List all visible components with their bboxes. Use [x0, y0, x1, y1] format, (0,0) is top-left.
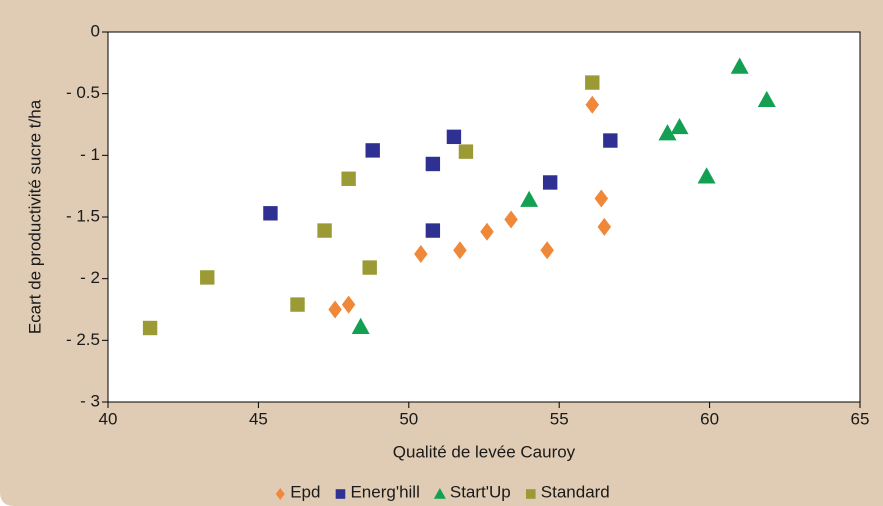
point — [317, 223, 332, 238]
legend-label: Standard — [541, 482, 610, 501]
legend-label: Start'Up — [450, 482, 511, 501]
point — [670, 117, 689, 135]
point — [328, 300, 342, 319]
point — [520, 190, 539, 207]
point — [658, 124, 677, 141]
x-tick-label: 45 — [249, 409, 268, 428]
point — [504, 210, 518, 229]
point — [341, 295, 356, 314]
y-tick-label: - 3 — [80, 391, 100, 410]
legend-label: Energ'hill — [350, 482, 419, 501]
point — [453, 241, 467, 260]
point — [585, 75, 600, 90]
x-tick-label: 65 — [851, 409, 870, 428]
point — [594, 189, 609, 208]
point — [425, 223, 441, 238]
legend-marker — [433, 488, 446, 499]
x-tick-label: 55 — [550, 409, 569, 428]
point — [757, 90, 776, 108]
y-tick-label: - 2 — [80, 268, 100, 287]
point — [263, 206, 278, 221]
point — [458, 144, 474, 159]
point — [597, 217, 612, 236]
y-tick-label: - 1 — [80, 145, 100, 164]
y-tick-label: - 1.5 — [66, 206, 100, 225]
point — [290, 297, 305, 312]
legend-marker — [335, 489, 346, 499]
x-tick-label: 60 — [700, 409, 719, 428]
legend-label: Epd — [290, 482, 320, 501]
y-axis-label: Ecart de productivité sucre t/ha — [25, 99, 44, 334]
legend-marker — [275, 488, 285, 500]
point — [730, 57, 749, 74]
point — [480, 222, 494, 241]
point — [414, 245, 428, 263]
point — [542, 175, 558, 190]
x-tick-label: 40 — [99, 409, 118, 428]
plot-area — [107, 31, 861, 403]
point — [142, 320, 158, 336]
point — [351, 317, 370, 334]
y-tick-label: - 0.5 — [66, 83, 100, 102]
legend-marker — [525, 489, 536, 499]
point — [540, 241, 554, 260]
point — [446, 129, 462, 145]
x-axis-label: Qualité de levée Cauroy — [393, 442, 576, 461]
point — [200, 270, 215, 285]
point — [697, 167, 716, 184]
y-tick-label: - 2.5 — [66, 330, 100, 349]
y-tick-label: 0 — [91, 21, 100, 40]
point — [341, 171, 356, 186]
point — [603, 133, 618, 148]
point — [365, 143, 380, 158]
point — [585, 95, 600, 114]
point — [425, 156, 441, 172]
point — [362, 260, 377, 275]
x-tick-label: 50 — [399, 409, 418, 428]
